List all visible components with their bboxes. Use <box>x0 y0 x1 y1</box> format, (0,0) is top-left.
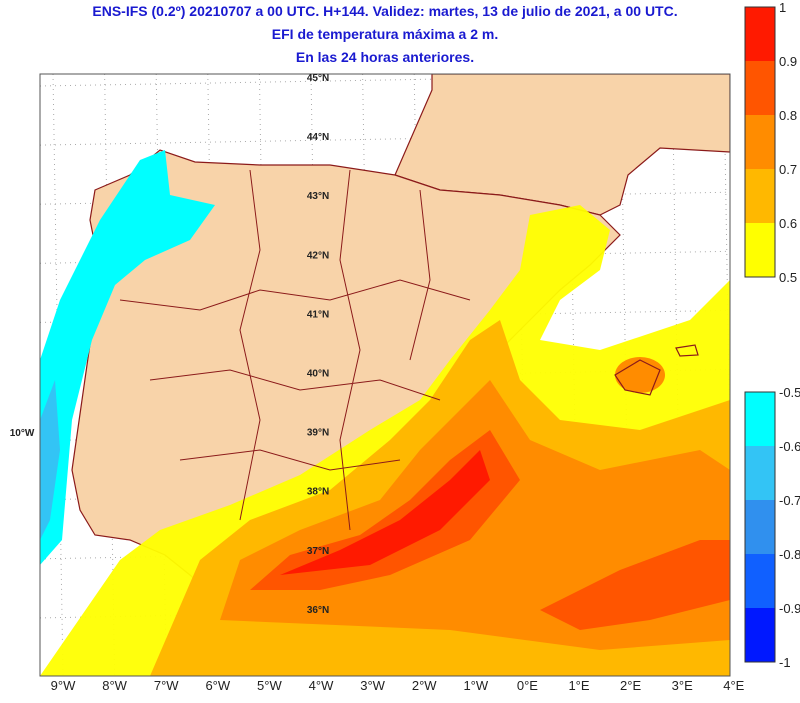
map-frame <box>39 73 731 677</box>
lat-label: 39°N <box>307 428 329 439</box>
meridian <box>671 74 683 676</box>
legend-label: 0.9 <box>779 54 797 69</box>
meridian <box>723 74 730 478</box>
lat-label: 37°N <box>307 546 329 557</box>
lon-label: 9°W <box>51 678 76 693</box>
meridian <box>104 74 116 676</box>
lon-label: 8°W <box>102 678 127 693</box>
lon-label: 2°W <box>412 678 437 693</box>
legend-label: -1 <box>779 655 791 670</box>
legend-label: 0.6 <box>779 216 797 231</box>
lat-label: 42°N <box>307 250 329 261</box>
lon-label: 6°W <box>205 678 230 693</box>
legend-label: -0.9 <box>779 601 800 616</box>
lon-label: 3°E <box>672 678 693 693</box>
lat-label: 40°N <box>307 369 329 380</box>
lon-label: 4°E <box>723 678 744 693</box>
lat-label: 41°N <box>307 309 329 320</box>
legend-label: -0.6 <box>779 439 800 454</box>
map <box>40 74 730 676</box>
legend-swatch <box>745 554 775 608</box>
lat-label: 38°N <box>307 487 329 498</box>
legend-swatch <box>745 115 775 169</box>
lon-label: 0°E <box>517 678 538 693</box>
lon-label: 1°W <box>463 678 488 693</box>
lat-label: 43°N <box>307 191 329 202</box>
lon-label: 1°E <box>568 678 589 693</box>
legend-label: -0.5 <box>779 385 800 400</box>
lat-label: 45°N <box>307 73 329 84</box>
legend-label: 0.7 <box>779 162 797 177</box>
lon-label: 5°W <box>257 678 282 693</box>
title-line: EFI de temperatura máxima a 2 m. <box>272 26 498 42</box>
title-line: En las 24 horas anteriores. <box>296 49 474 65</box>
legend-label: 1 <box>779 0 786 15</box>
legend-swatch <box>745 7 775 61</box>
legend-swatch <box>745 500 775 554</box>
legend-swatch <box>745 61 775 115</box>
lon-label: 10°W <box>10 428 35 439</box>
lon-label: 4°W <box>309 678 334 693</box>
meridian <box>52 74 64 676</box>
legend-label: 0.8 <box>779 108 797 123</box>
title-line: ENS-IFS (0.2º) 20210707 a 00 UTC. H+144.… <box>92 3 677 19</box>
lon-label: 2°E <box>620 678 641 693</box>
lat-label: 36°N <box>307 605 329 616</box>
legend-label: -0.8 <box>779 547 800 562</box>
legend-swatch <box>745 392 775 446</box>
legend-swatch <box>745 608 775 662</box>
lon-label: 7°W <box>154 678 179 693</box>
legend-label: 0.5 <box>779 270 797 285</box>
legend-swatch <box>745 446 775 500</box>
legend-frame <box>744 6 776 278</box>
legend-label: -0.7 <box>779 493 800 508</box>
lat-label: 44°N <box>307 132 329 143</box>
legend-frame <box>744 391 776 663</box>
lon-label: 3°W <box>360 678 385 693</box>
legend-swatch <box>745 169 775 223</box>
legend-swatch <box>745 223 775 277</box>
